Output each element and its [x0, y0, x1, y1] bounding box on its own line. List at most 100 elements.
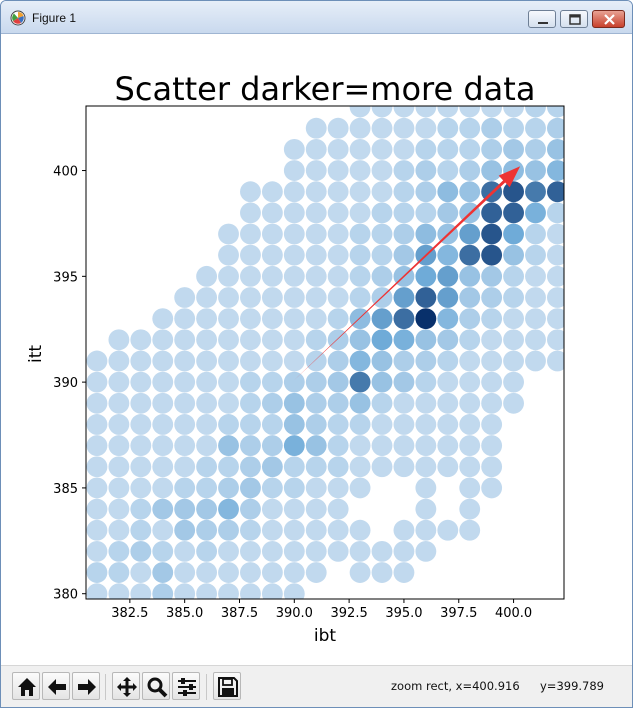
- data-point: [261, 308, 283, 330]
- data-point: [349, 562, 371, 583]
- data-point: [261, 265, 283, 287]
- data-point: [218, 435, 239, 457]
- scatter-chart[interactable]: Scatter darker=more data 382.5 385.0 387.5…: [1, 35, 632, 663]
- data-point: [459, 371, 481, 393]
- toolbar-separator: [206, 674, 207, 700]
- data-point: [240, 562, 261, 583]
- data-point: [481, 202, 503, 224]
- configure-subplots-button[interactable]: [172, 672, 200, 700]
- y-tick-label: 380: [53, 588, 78, 603]
- data-point: [196, 371, 218, 393]
- data-point: [459, 392, 481, 414]
- data-point: [283, 477, 305, 499]
- data-point: [481, 350, 503, 372]
- close-icon: [604, 14, 615, 25]
- x-tick-label: 395.0: [385, 606, 422, 621]
- data-point: [261, 181, 283, 203]
- home-button[interactable]: [12, 672, 40, 700]
- data-point: [174, 583, 196, 599]
- data-point: [393, 181, 415, 203]
- data-point: [415, 223, 437, 245]
- data-point: [327, 223, 349, 245]
- data-point: [240, 202, 261, 224]
- data-point: [261, 392, 283, 414]
- data-point: [547, 350, 564, 372]
- data-point: [108, 562, 130, 583]
- data-point: [547, 287, 564, 308]
- data-point: [174, 350, 196, 372]
- y-tick-label: 400: [53, 165, 78, 180]
- x-tick-label: 382.5: [111, 606, 148, 621]
- pan-button[interactable]: [112, 672, 140, 700]
- x-axis-label: ibt: [314, 626, 337, 646]
- data-point: [327, 350, 349, 372]
- data-point: [349, 435, 371, 457]
- data-point: [261, 477, 283, 499]
- zoom-button[interactable]: [142, 672, 170, 700]
- close-button[interactable]: [592, 10, 625, 28]
- axes: 382.5 385.0 387.5 390.0 392.5 395.0 397.5 400.0…: [53, 105, 565, 621]
- data-point: [174, 477, 196, 499]
- data-point: [459, 265, 481, 287]
- data-point: [525, 202, 546, 224]
- data-point: [503, 138, 524, 160]
- data-point: [261, 287, 283, 308]
- plot-area[interactable]: [86, 97, 568, 604]
- data-point: [437, 435, 459, 457]
- data-point: [261, 435, 283, 457]
- data-point: [459, 519, 481, 541]
- data-point: [218, 223, 239, 245]
- maximize-button[interactable]: [560, 10, 588, 28]
- data-point: [108, 414, 130, 435]
- data-point: [547, 160, 564, 181]
- data-point: [481, 117, 503, 139]
- data-point: [503, 117, 524, 139]
- data-point: [174, 519, 196, 541]
- data-point: [174, 371, 196, 393]
- data-point: [86, 435, 108, 457]
- data-point: [459, 329, 481, 351]
- data-point: [261, 519, 283, 541]
- data-point: [174, 308, 196, 330]
- data-point: [503, 392, 524, 414]
- data-point: [481, 287, 503, 308]
- data-point: [174, 329, 196, 351]
- title-bar[interactable]: Figure 1: [1, 1, 632, 34]
- data-point: [349, 138, 371, 160]
- data-point: [152, 540, 174, 562]
- forward-button[interactable]: [72, 672, 100, 700]
- data-point: [240, 498, 261, 520]
- data-point: [481, 392, 503, 414]
- data-point: [174, 392, 196, 414]
- data-point: [547, 223, 564, 245]
- data-point: [305, 456, 327, 478]
- data-point: [261, 583, 283, 599]
- data-point: [86, 477, 108, 499]
- data-point: [152, 414, 174, 435]
- data-point: [415, 540, 437, 562]
- data-point: [327, 519, 349, 541]
- y-axis-label: itt: [26, 345, 46, 363]
- data-point: [283, 223, 305, 245]
- minimize-button[interactable]: [528, 10, 556, 28]
- data-point: [525, 160, 546, 181]
- data-point: [196, 265, 218, 287]
- data-point: [525, 287, 546, 308]
- save-button[interactable]: [213, 672, 241, 700]
- data-point: [305, 265, 327, 287]
- data-point: [459, 138, 481, 160]
- data-point: [503, 350, 524, 372]
- x-tick-label: 397.5: [440, 606, 477, 621]
- data-point: [86, 456, 108, 478]
- scatter-points: [86, 106, 564, 599]
- data-point: [415, 308, 437, 330]
- x-tick-label: 387.5: [221, 606, 258, 621]
- data-point: [415, 138, 437, 160]
- data-point: [371, 392, 393, 414]
- data-point: [240, 435, 261, 457]
- data-point: [415, 477, 437, 499]
- data-point: [261, 350, 283, 372]
- data-point: [415, 160, 437, 181]
- back-button[interactable]: [42, 672, 70, 700]
- data-point: [86, 350, 108, 372]
